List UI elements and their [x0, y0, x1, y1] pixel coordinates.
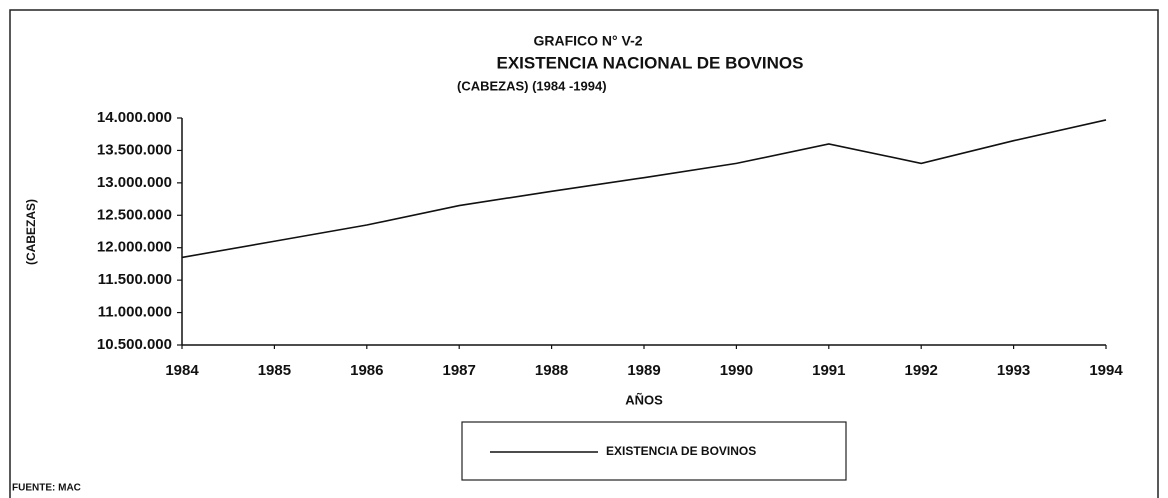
y-tick-label: 11.500.000 [98, 271, 172, 288]
legend-label: EXISTENCIA DE BOVINOS [606, 444, 756, 458]
x-tick-label: 1987 [443, 362, 476, 379]
x-tick-label: 1993 [997, 362, 1030, 379]
x-tick-label: 1984 [165, 362, 199, 379]
x-tick-label: 1991 [812, 362, 845, 379]
chart-title: GRAFICO N° V-2 [533, 33, 642, 49]
x-tick-label: 1989 [627, 362, 660, 379]
x-tick-label: 1985 [258, 362, 291, 379]
y-tick-label: 10.500.000 [97, 336, 172, 353]
x-tick-label: 1990 [720, 362, 753, 379]
chart-subtitle: EXISTENCIA NACIONAL DE BOVINOS [497, 53, 804, 72]
y-axis-label: (CABEZAS) [24, 199, 38, 265]
source: FUENTE: MAC [12, 483, 81, 494]
x-tick-label: 1994 [1089, 362, 1123, 379]
chart-subtitle2: (CABEZAS) (1984 -1994) [457, 78, 607, 93]
x-tick-label: 1988 [535, 362, 568, 379]
y-tick-label: 12.000.000 [97, 239, 172, 256]
y-tick-label: 13.500.000 [97, 141, 172, 158]
legend-box [461, 421, 847, 481]
y-tick-label: 13.000.000 [97, 174, 172, 191]
x-tick-label: 1986 [350, 362, 383, 379]
x-axis-label: AÑOS [625, 392, 663, 407]
data-line [181, 119, 1107, 259]
y-tick-label: 12.500.000 [97, 206, 172, 223]
y-tick-label: 11.000.000 [98, 304, 172, 321]
frame [9, 9, 1159, 498]
x-tick-label: 1992 [905, 362, 938, 379]
y-tick-label: 14.000.000 [97, 109, 172, 126]
